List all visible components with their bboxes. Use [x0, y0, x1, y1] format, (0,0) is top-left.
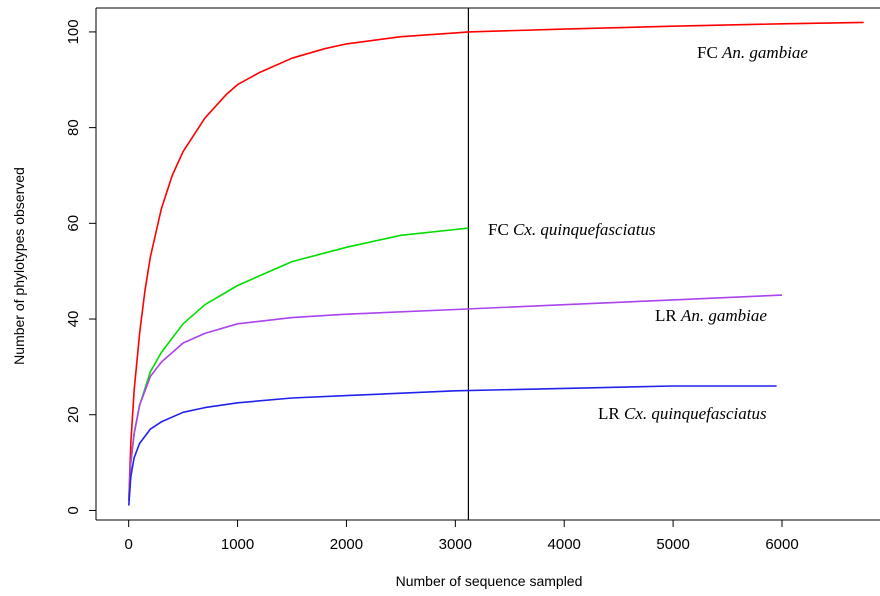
y-tick-label: 60	[65, 215, 82, 232]
y-tick-label: 100	[65, 19, 82, 44]
x-tick-label: 4000	[548, 536, 581, 553]
series-label-0: FC An. gambiae	[697, 43, 808, 62]
x-tick-label: 3000	[439, 536, 472, 553]
x-axis-title: Number of sequence sampled	[396, 573, 583, 589]
y-tick-label: 0	[65, 506, 82, 514]
y-tick-label: 40	[65, 311, 82, 328]
y-axis-title: Number of phylotypes observed	[11, 167, 27, 365]
x-tick-label: 1000	[221, 536, 254, 553]
x-tick-label: 2000	[330, 536, 363, 553]
y-tick-label: 80	[65, 119, 82, 136]
series-line-3	[128, 385, 777, 506]
series-line-0	[128, 21, 864, 501]
series-label-3: LR Cx. quinquefasciatus	[598, 404, 767, 423]
x-tick-label: 6000	[765, 536, 798, 553]
x-tick-label: 5000	[656, 536, 689, 553]
series-label-2: LR An. gambiae	[655, 306, 767, 325]
series-label-1: FC Cx. quinquefasciatus	[488, 220, 656, 239]
y-tick-label: 20	[65, 406, 82, 423]
x-tick-label: 0	[124, 536, 132, 553]
series-line-1	[128, 227, 469, 501]
series-line-2	[128, 294, 783, 501]
